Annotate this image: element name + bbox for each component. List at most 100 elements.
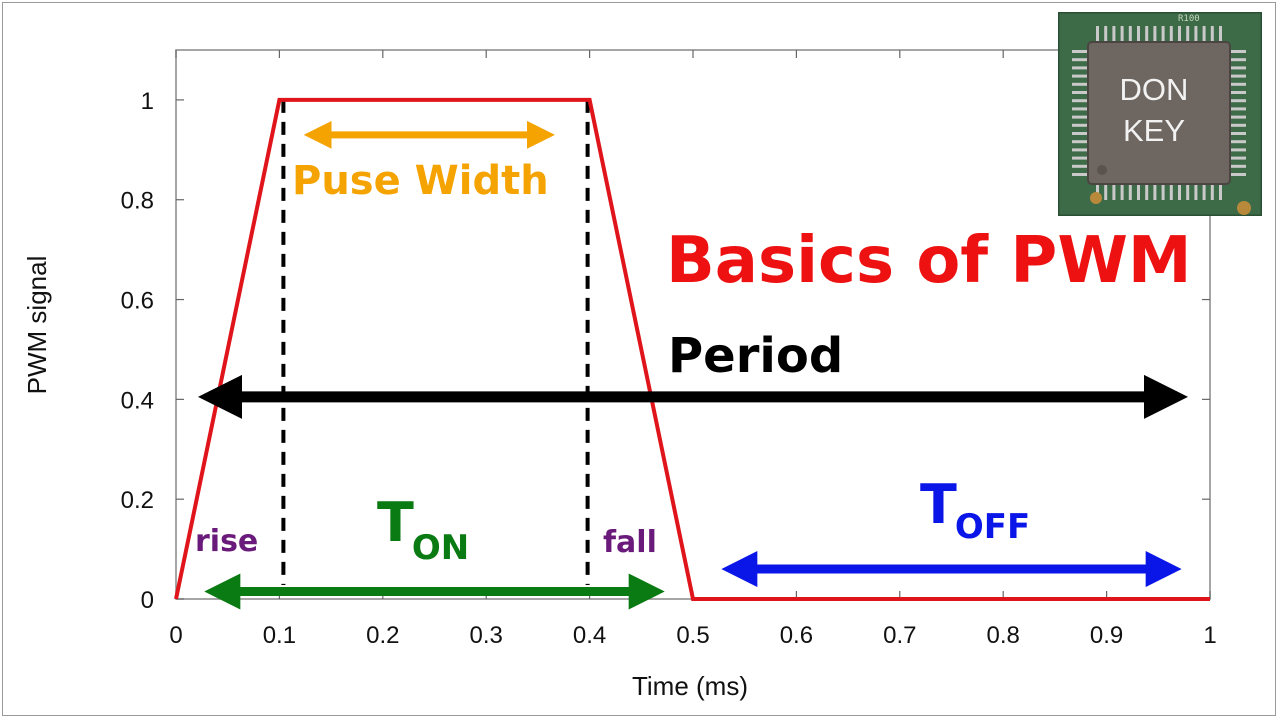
pulse-boundaries [281,99,590,585]
rise-label: rise [195,524,258,559]
chip-pin [1128,184,1132,200]
y-tick-label: 0.4 [121,387,154,414]
chip-pin [1161,184,1165,200]
chip-pin [1194,26,1198,42]
chip-pin [1072,91,1088,94]
chip-pin [1169,184,1173,200]
chip-pin [1153,26,1157,42]
y-tick-label: 0.2 [121,487,154,514]
x-tick-label: 0.8 [987,622,1020,649]
chart-title: Basics of PWM [666,224,1192,298]
chip-pin [1072,164,1088,168]
chip-label-line1: DON [1120,72,1189,107]
chip-label-line2: KEY [1123,113,1185,148]
chip-pin [1219,26,1222,42]
chip-pin [1230,66,1246,70]
chip-pin [1112,26,1116,42]
chip-pin [1230,123,1246,127]
t-on-main: T [377,491,414,554]
chip-pin [1230,164,1246,168]
chip-pin [1230,74,1246,78]
chip-pin [1072,123,1088,127]
chip-pin [1072,173,1088,176]
t-off-label: TOFF [920,473,1030,547]
chip-pin [1210,26,1214,42]
chip-pin [1128,26,1132,42]
chip-body [1087,41,1231,185]
chip-pin [1202,26,1206,42]
y-axis-title: PWM signal [22,256,52,395]
x-tick-label: 0.9 [1090,622,1123,649]
chip-pin [1096,26,1099,42]
chip-pin [1072,66,1088,70]
chip-pin1-dot [1097,165,1107,175]
chip-pin [1137,26,1140,42]
chip-pin [1230,99,1246,103]
chip-pin [1186,184,1190,200]
x-tick-label: 0.2 [366,622,399,649]
y-tick-label: 0.6 [121,288,154,315]
period-label: Period [668,328,843,384]
chip-pin [1230,115,1246,119]
x-axis-title: Time (ms) [632,671,748,701]
chip-pin [1202,184,1206,200]
chip-pin [1230,148,1246,152]
chip-pin [1145,26,1149,42]
board-marking: R100 [1178,14,1200,24]
chip-pin [1178,26,1181,42]
chip-pin [1120,26,1124,42]
chip-pin [1230,132,1246,135]
chip-pin [1169,26,1173,42]
y-tick-label: 1 [141,88,154,115]
x-tick-label: 0 [169,622,182,649]
x-axis-ticks: 0 0.1 0.2 0.3 0.4 0.5 0.6 0.7 0.8 0.9 1 [169,50,1217,649]
chip-pin [1120,184,1124,200]
x-tick-label: 1 [1203,622,1216,649]
x-tick-label: 0.1 [263,622,296,649]
chip-pin [1104,26,1108,42]
chip-pin [1178,184,1181,200]
annotation-arrows [198,120,1188,610]
t-off-sub: OFF [955,507,1030,547]
chip-pin [1072,82,1088,86]
chip-pin [1072,107,1088,111]
t-on-sub: ON [412,528,469,568]
x-tick-label: 0.7 [883,622,916,649]
chip-photo: R100 DON KEY [1058,12,1262,216]
chip-pin [1230,58,1246,62]
chip-pin [1219,184,1222,200]
chip-pin [1072,132,1088,135]
pwm-signal-line [174,97,1210,601]
chip-pin [1230,82,1246,86]
chip-pin [1186,26,1190,42]
board-hole [1090,192,1102,204]
x-tick-label: 0.3 [470,622,503,649]
chip-pin [1194,184,1198,200]
chip-pin [1072,148,1088,152]
y-tick-label: 0.8 [121,188,154,215]
chip-pin [1104,184,1108,200]
chip-pin [1161,26,1165,42]
chip-pin [1230,140,1246,144]
y-tick-label: 0 [141,587,154,614]
chip-pin [1230,173,1246,176]
board-hole [1237,201,1251,215]
chip-pin [1112,184,1116,200]
chip-pin [1096,184,1099,200]
chip-pin [1072,156,1088,160]
t-off-main: T [920,473,957,536]
x-tick-label: 0.5 [676,622,709,649]
chip-pin [1230,156,1246,160]
chip-pin [1072,99,1088,103]
x-tick-label: 0.4 [573,622,606,649]
chip-pin [1137,184,1140,200]
x-tick-label: 0.6 [780,622,813,649]
chip-pin [1145,184,1149,200]
chip-pin [1072,140,1088,144]
t-on-label: TON [377,491,469,568]
chip-pin [1230,91,1246,94]
fall-label: fall [603,525,657,560]
chip-pin [1153,184,1157,200]
